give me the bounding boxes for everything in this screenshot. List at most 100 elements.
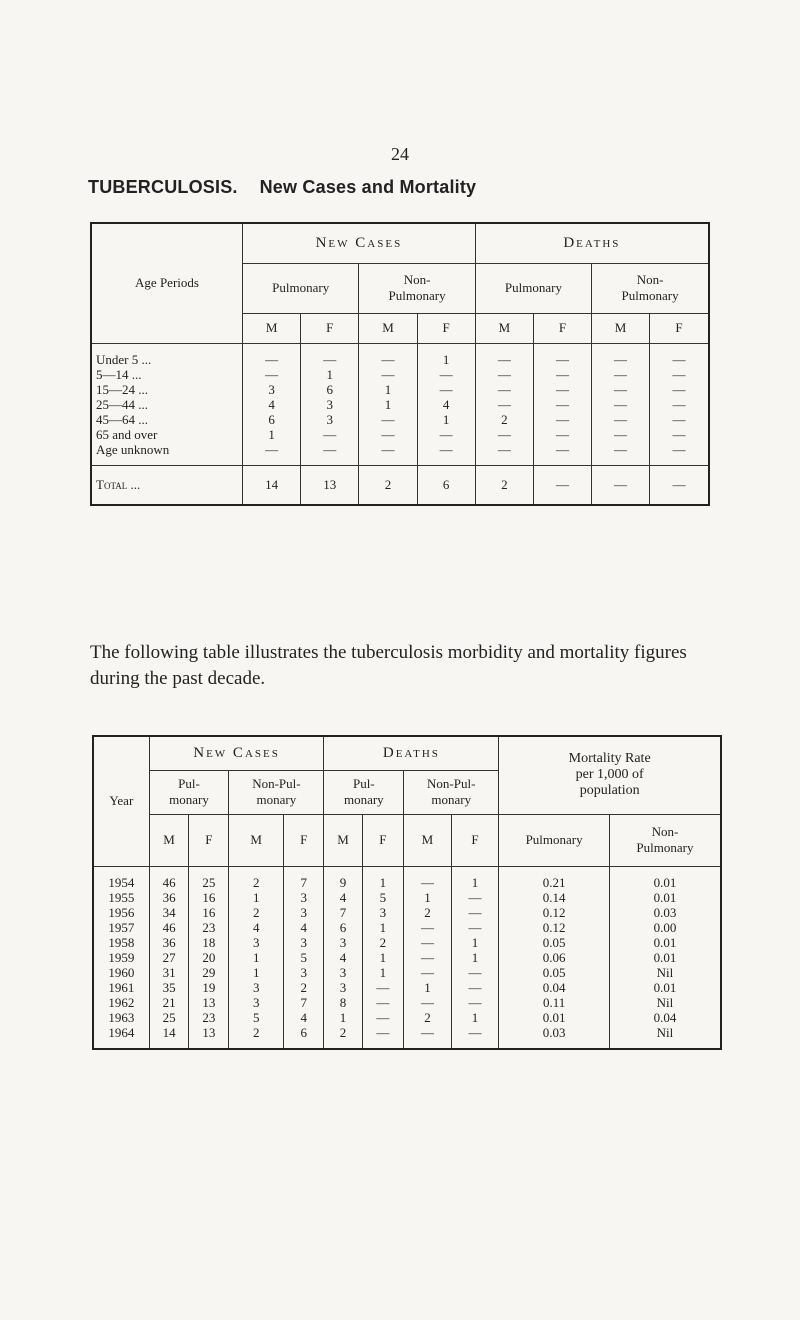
- cell: 1958: [92, 934, 150, 950]
- cell: —: [532, 441, 593, 465]
- cell: —: [450, 904, 500, 920]
- cell: 2: [474, 464, 534, 505]
- cell: Nil: [608, 1024, 722, 1049]
- cell: —: [300, 343, 360, 367]
- cell: 3: [323, 964, 363, 980]
- cell: 65 and over: [90, 426, 244, 442]
- cell: 34: [148, 904, 190, 920]
- cell: 20: [188, 949, 230, 965]
- cell: 1: [416, 343, 476, 367]
- cell: 1954: [92, 866, 150, 890]
- cell: —: [474, 441, 534, 465]
- cell: 9: [323, 866, 363, 890]
- cell: 1: [450, 1009, 500, 1025]
- cell: 0.05: [498, 964, 610, 980]
- cell: 2: [361, 934, 405, 950]
- page-number: 24: [391, 144, 409, 164]
- cell: 1964: [92, 1024, 150, 1049]
- cell: —: [474, 343, 534, 367]
- cell: 0.03: [498, 1024, 610, 1049]
- cell: 6: [300, 381, 360, 397]
- cell: —: [403, 919, 452, 935]
- group-header: Pulmonary: [474, 262, 593, 314]
- cell: —: [403, 949, 452, 965]
- cell: —: [358, 441, 418, 465]
- cell: 13: [188, 994, 230, 1010]
- cell: —: [532, 464, 593, 505]
- cell: 3: [283, 889, 325, 905]
- cell: 21: [148, 994, 190, 1010]
- cell: 0.01: [608, 934, 722, 950]
- cell: 3: [228, 979, 285, 995]
- header-cell: New Cases: [242, 222, 476, 264]
- cell: 16: [188, 904, 230, 920]
- sex-header: M: [591, 312, 650, 344]
- cell: 1: [361, 949, 405, 965]
- header-cell: Mortality Rate per 1,000 of population: [498, 735, 722, 815]
- cell: 0.01: [608, 889, 722, 905]
- title: TUBERCULOSIS.: [88, 177, 238, 197]
- header-cell: New Cases: [148, 735, 325, 771]
- cell: 1: [361, 919, 405, 935]
- cell: 5: [228, 1009, 285, 1025]
- cell: —: [591, 464, 650, 505]
- cell: 0.04: [498, 979, 610, 995]
- cell: 0.06: [498, 949, 610, 965]
- cell: —: [591, 426, 650, 442]
- cell: 8: [323, 994, 363, 1010]
- cell: 6: [416, 464, 476, 505]
- cell: 1: [300, 366, 360, 382]
- cell: —: [450, 919, 500, 935]
- cell: 2: [228, 904, 285, 920]
- table-row: 45—64 ... 6 3—1 2— — —: [90, 411, 710, 427]
- header-cell: Deaths: [474, 222, 710, 264]
- cell: 23: [188, 1009, 230, 1025]
- cell: —: [361, 1009, 405, 1025]
- group-header: Non- Pulmonary: [591, 262, 710, 314]
- cell: 18: [188, 934, 230, 950]
- cell: 2: [283, 979, 325, 995]
- cell: 1963: [92, 1009, 150, 1025]
- cell: —: [450, 979, 500, 995]
- cell: 2: [323, 1024, 363, 1049]
- cell: 27: [148, 949, 190, 965]
- cell: 6: [242, 411, 302, 427]
- cell: 46: [148, 866, 190, 890]
- cell: Nil: [608, 994, 722, 1010]
- cell: 3: [361, 904, 405, 920]
- group-header: Pulmonary: [242, 262, 360, 314]
- cell: 0.11: [498, 994, 610, 1010]
- cell: 4: [228, 919, 285, 935]
- cell: —: [591, 396, 650, 412]
- cell: 0.01: [608, 979, 722, 995]
- table-row: 1961 35 19 3 2 3—1—0.04 0.01: [92, 979, 722, 995]
- cell: 3: [300, 411, 360, 427]
- title-block: TUBERCULOSIS. New Cases and Mortality: [88, 177, 498, 198]
- cell: 3: [323, 979, 363, 995]
- cell: 1: [358, 396, 418, 412]
- morbidity-table: Year New Cases Deaths Mortality Rate per…: [92, 735, 722, 1050]
- table-row: 1957 46 23 4 4 6 1— —0.12 0.00: [92, 919, 722, 935]
- cell: 0.01: [498, 1009, 610, 1025]
- cell: 3: [323, 934, 363, 950]
- cell: 1955: [92, 889, 150, 905]
- cell: Nil: [608, 964, 722, 980]
- cell: 3: [283, 964, 325, 980]
- cell: 1962: [92, 994, 150, 1010]
- cell: 7: [283, 866, 325, 890]
- cell: 0.03: [608, 904, 722, 920]
- cell: —: [532, 381, 593, 397]
- sex-header: F: [416, 312, 476, 344]
- table-row: 1960 31 29 1 3 3 1— —0.05 Nil: [92, 964, 722, 980]
- cell: 7: [283, 994, 325, 1010]
- cell: 1961: [92, 979, 150, 995]
- table-row: 1963 25 23 5 4 1—2 1 0.01 0.04: [92, 1009, 722, 1025]
- cell: 4: [283, 919, 325, 935]
- table-row: 1964 14 13 2 6 2— — —0.03 Nil: [92, 1024, 722, 1049]
- cell: 3: [283, 934, 325, 950]
- cell: 6: [283, 1024, 325, 1049]
- sex-header: M: [358, 312, 418, 344]
- cell: —: [450, 994, 500, 1010]
- table-row: Age unknown — — — — — — — —: [90, 441, 710, 465]
- cell: 0.05: [498, 934, 610, 950]
